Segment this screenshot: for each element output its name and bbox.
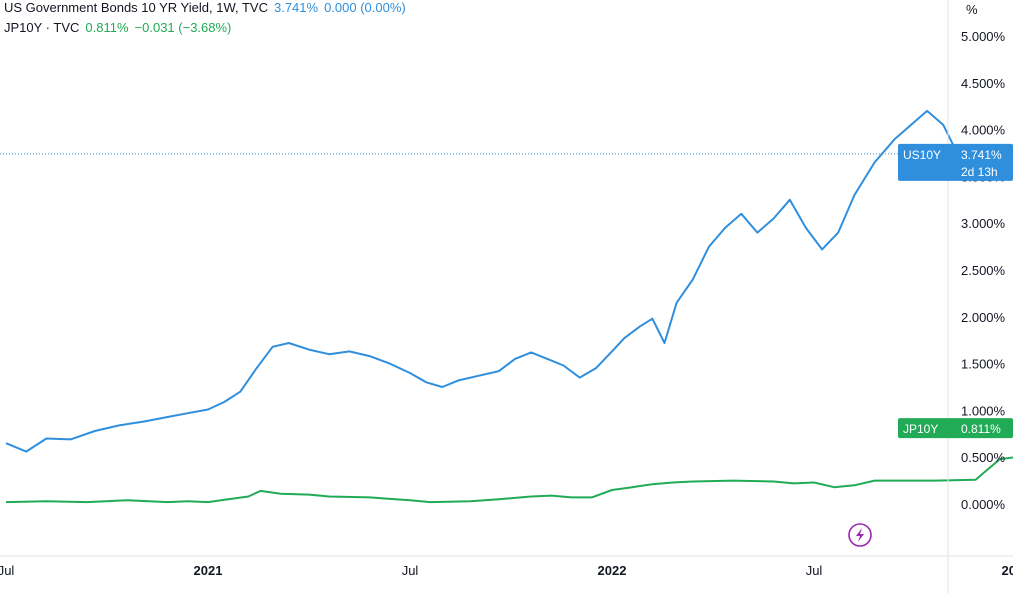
legend-jp10y[interactable]: JP10Y · TVC 0.811% −0.031 (−3.68%) — [4, 20, 231, 36]
x-tick-label: 2023 — [1002, 563, 1013, 578]
y-tick-label: 3.000% — [961, 216, 1006, 231]
legend-jp10y-value: 0.811% — [85, 20, 129, 35]
y-tick-label: 0.500% — [961, 450, 1006, 465]
x-tick-label: Jul — [0, 563, 14, 578]
y-tick-label: 4.500% — [961, 76, 1006, 91]
legend-jp10y-title: JP10Y · TVC — [4, 20, 80, 35]
badge-layer: US10Y 3.741% 2d 13h JP10Y 0.811% — [898, 143, 1013, 439]
jp10y-badge[interactable]: JP10Y 0.811% — [898, 418, 1013, 439]
legend-us10y-change: 0.000 (0.00%) — [324, 0, 406, 15]
us10y-badge-name: US10Y — [903, 148, 941, 162]
x-tick-label: 2022 — [598, 563, 627, 578]
jp10y-badge-name: JP10Y — [903, 422, 938, 436]
legend-us10y[interactable]: US Government Bonds 10 YR Yield, 1W, TVC… — [4, 0, 406, 16]
series-line-us10y[interactable] — [5, 44, 1013, 453]
y-tick-label: 5.000% — [961, 29, 1006, 44]
y-axis-unit-label: % — [966, 2, 978, 17]
y-tick-label: 0.000% — [961, 497, 1006, 512]
y-tick-label: 2.500% — [961, 263, 1006, 278]
us10y-badge-countdown: 2d 13h — [961, 165, 998, 179]
series-line-jp10y[interactable] — [5, 403, 1013, 504]
us10y-badge-value: 3.741% — [961, 148, 1002, 162]
x-tick-label: Jul — [806, 563, 823, 578]
jp10y-badge-value: 0.811% — [961, 422, 1001, 436]
y-tick-label: 1.500% — [961, 357, 1006, 372]
y-tick-label: 4.000% — [961, 123, 1006, 138]
us10y-badge[interactable]: US10Y 3.741% 2d 13h — [898, 143, 1013, 181]
y-tick-label: 2.000% — [961, 310, 1006, 325]
x-tick-label: 2021 — [194, 563, 223, 578]
legend-jp10y-change: −0.031 (−3.68%) — [134, 20, 232, 35]
series-layer — [0, 44, 1013, 504]
legend-us10y-value: 3.741% — [273, 0, 319, 15]
lightning-icon[interactable] — [848, 523, 872, 547]
y-tick-label: 1.000% — [961, 403, 1006, 418]
x-tick-label: Jul — [402, 563, 419, 578]
legend-us10y-title: US Government Bonds 10 YR Yield, 1W, TVC — [4, 0, 268, 15]
